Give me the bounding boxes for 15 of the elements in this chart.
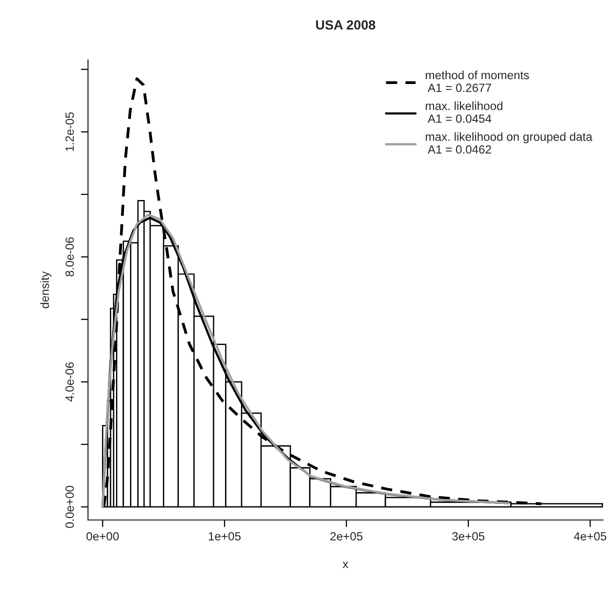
y-axis-title: density xyxy=(40,271,52,308)
y-tick-label: 4.0e-06 xyxy=(66,362,74,402)
x-tick-label: 2e+05 xyxy=(330,532,362,540)
y-tick-label: 8.0e-06 xyxy=(66,237,74,276)
x-axis-title: x xyxy=(342,562,348,568)
legend-label: max. likelihood on grouped data A1 = 0.0462 xyxy=(426,132,592,154)
x-tick-label: 3e+05 xyxy=(452,532,484,540)
legend-label: method of moments A1 = 0.2677 xyxy=(426,70,529,92)
x-tick-label: 0e+00 xyxy=(86,532,119,540)
y-tick-label: 1.2e-05 xyxy=(66,112,74,151)
legend-label: max. likelihood A1 = 0.0454 xyxy=(426,101,502,123)
x-tick-label: 1e+05 xyxy=(208,532,241,540)
y-tick-label: 0.0e+00 xyxy=(66,486,74,528)
chart-title: USA 2008 xyxy=(316,20,376,30)
x-tick-label: 4e+05 xyxy=(574,532,606,540)
